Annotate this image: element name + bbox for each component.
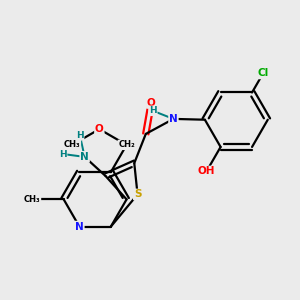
Text: CH₃: CH₃ <box>24 195 40 204</box>
Text: O: O <box>95 124 104 134</box>
Text: N: N <box>169 114 178 124</box>
Text: Cl: Cl <box>257 68 269 78</box>
Text: OH: OH <box>198 167 215 176</box>
Text: CH₃: CH₃ <box>64 140 80 149</box>
Text: H: H <box>76 131 84 140</box>
Text: CH₂: CH₂ <box>118 140 135 149</box>
Text: H: H <box>149 106 157 115</box>
Text: O: O <box>147 98 156 108</box>
Text: N: N <box>80 152 89 162</box>
Text: H: H <box>59 149 67 158</box>
Text: S: S <box>134 190 141 200</box>
Text: N: N <box>75 222 84 232</box>
